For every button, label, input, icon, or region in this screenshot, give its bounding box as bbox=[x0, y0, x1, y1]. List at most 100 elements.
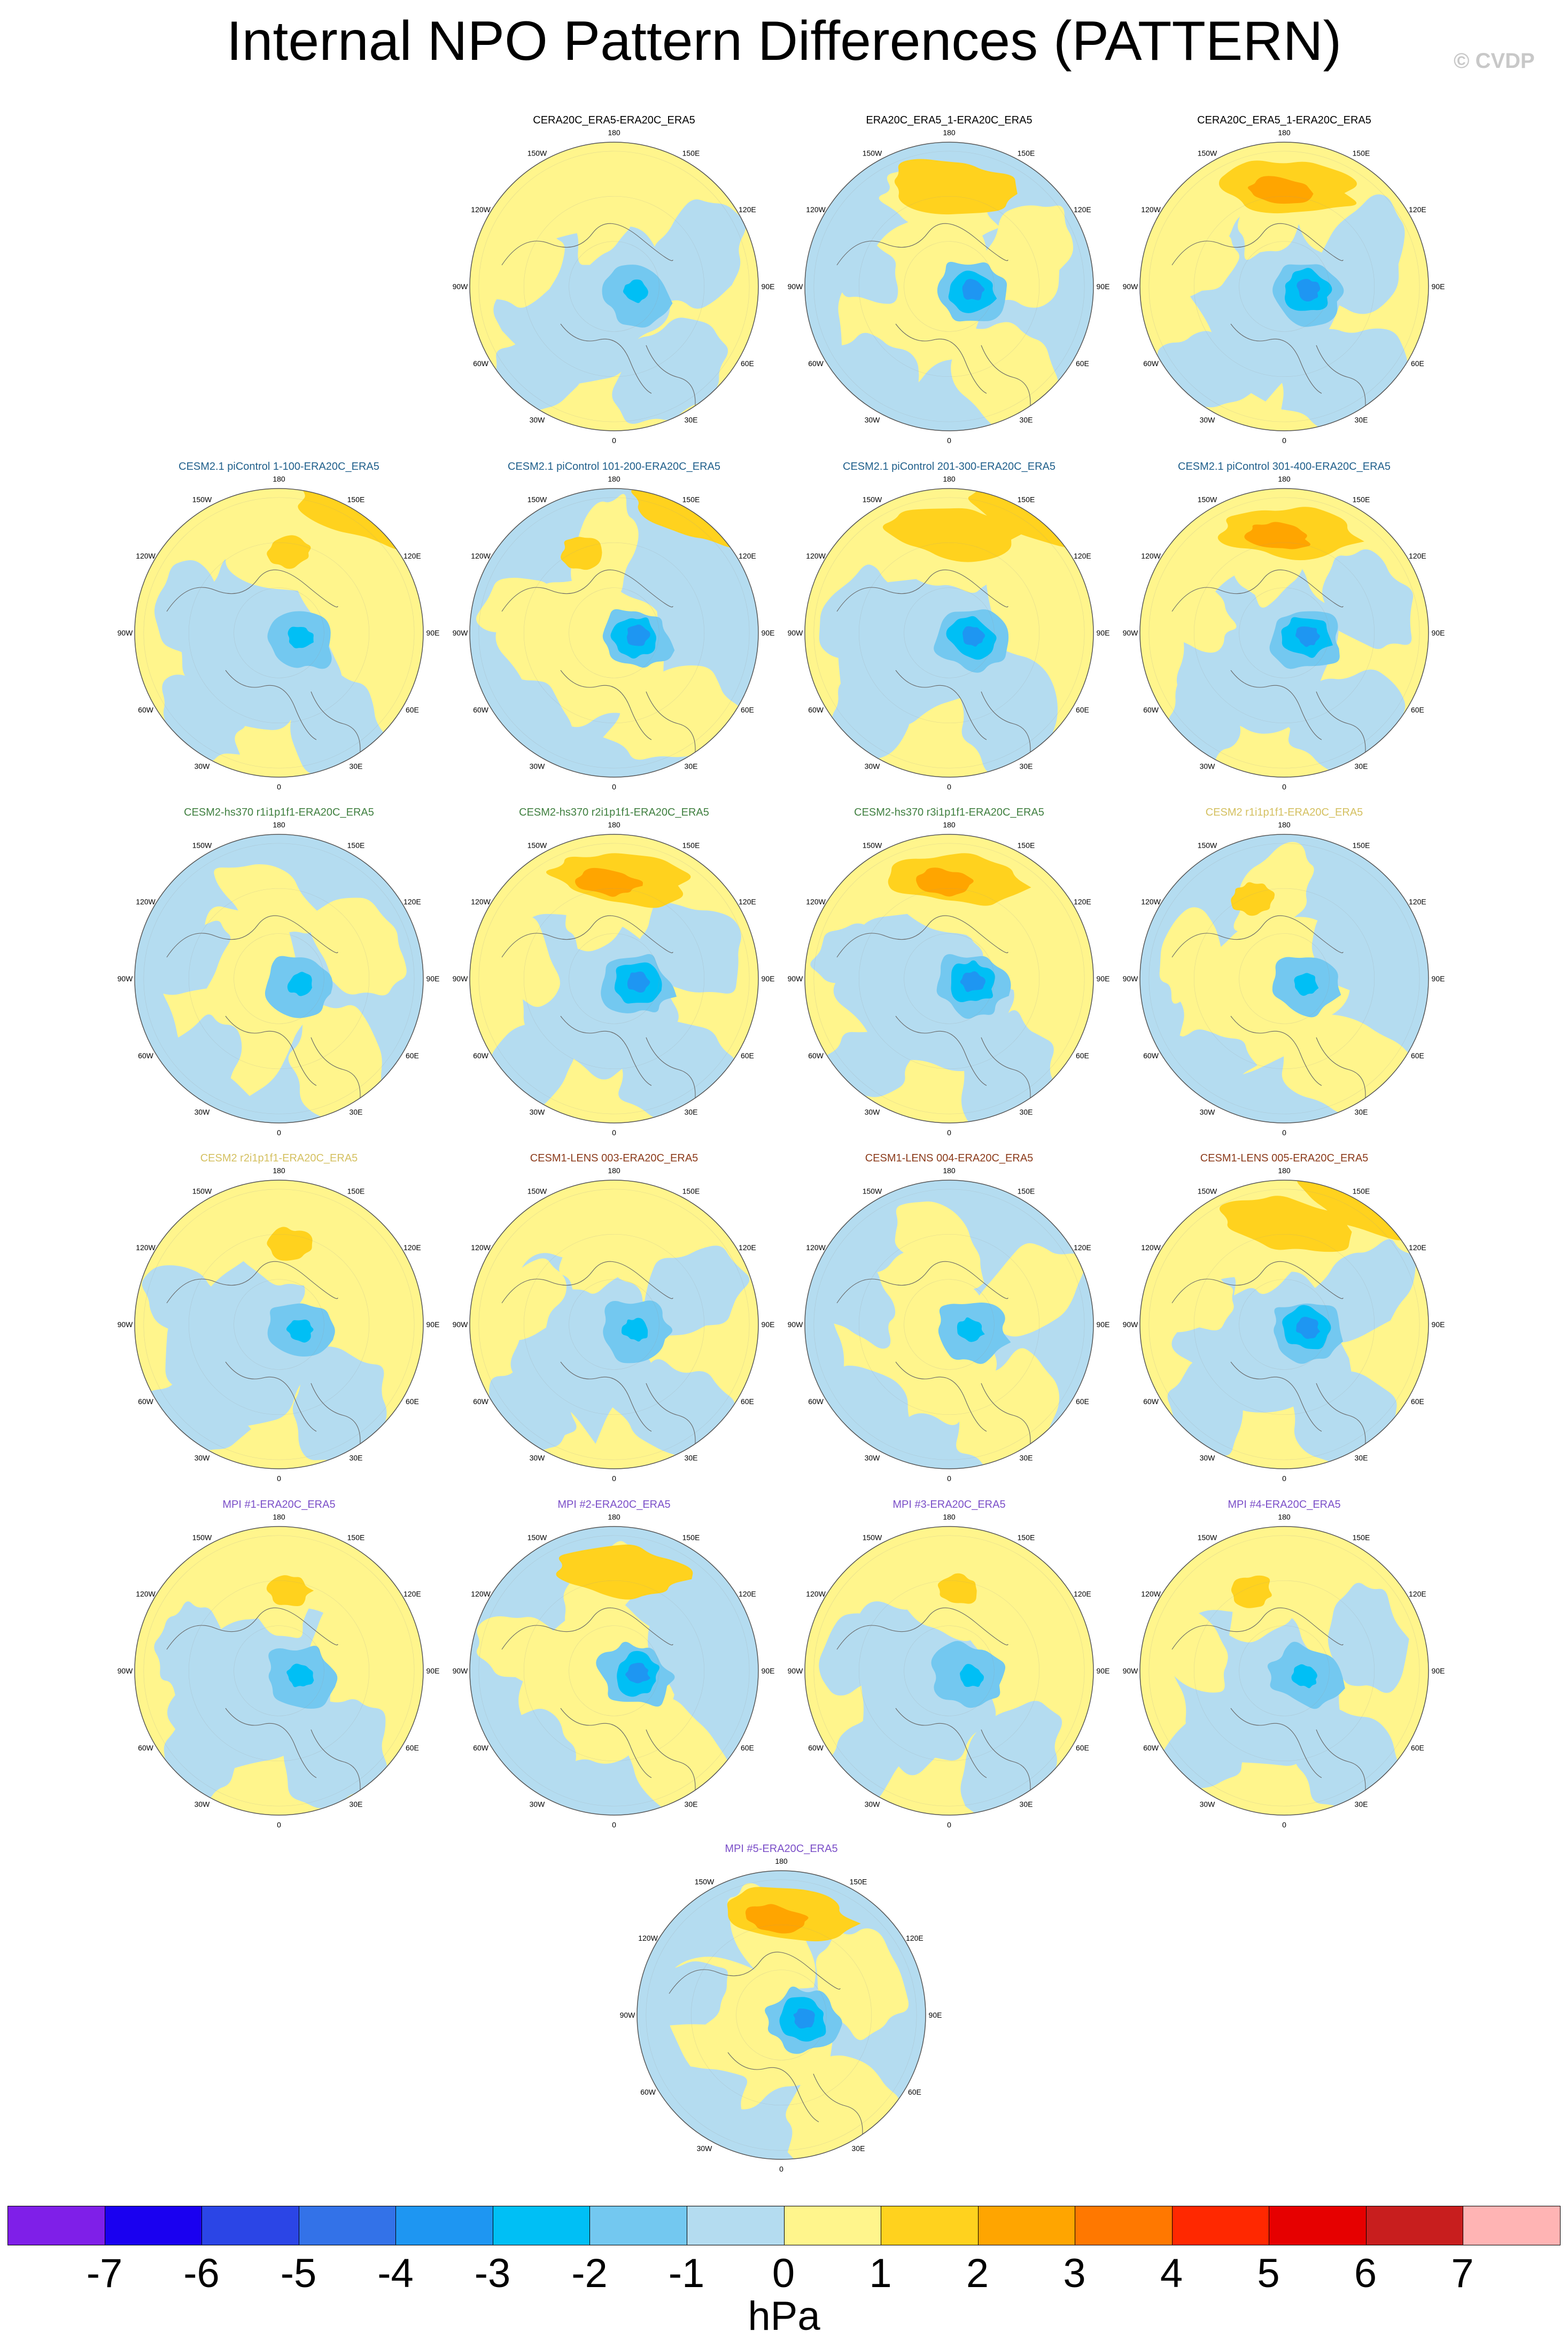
map-panel: CESM1-LENS 003-ERA20C_ERA5 180 150E 120E 90E… bbox=[448, 1152, 780, 1486]
anomaly-contour bbox=[960, 971, 985, 992]
latitude-circle bbox=[523, 1234, 705, 1415]
latitude-circle bbox=[569, 1625, 659, 1716]
map-panel: CERA20C_ERA5_1-ERA20C_ERA5 180 150E 120E 90E… bbox=[1119, 114, 1450, 448]
longitude-label: 180 bbox=[1278, 820, 1291, 829]
longitude-label: 0 bbox=[277, 782, 281, 791]
anomaly-contour bbox=[559, 1187, 649, 1294]
latitude-circle bbox=[1193, 1234, 1375, 1415]
anomaly-contour bbox=[648, 1582, 741, 1697]
latitude-circle bbox=[188, 1234, 370, 1415]
longitude-label: 30W bbox=[1200, 1800, 1216, 1808]
longitude-label: 30E bbox=[1020, 1800, 1033, 1808]
longitude-label: 0 bbox=[277, 1820, 281, 1829]
panel-title: CESM2.1 piControl 101-200-ERA20C_ERA5 bbox=[508, 461, 720, 472]
longitude-label: 30E bbox=[1355, 415, 1368, 424]
map-border bbox=[469, 1180, 759, 1469]
coastline bbox=[166, 915, 361, 1107]
polar-map: 180 150E 120E 90E 60E 30E 0 30W 60W 90W 120W 150W bbox=[118, 1166, 440, 1483]
anomaly-contour bbox=[819, 1608, 895, 1696]
anomaly-contour bbox=[648, 1961, 728, 2026]
longitude-label: 90W bbox=[118, 1320, 134, 1329]
colorbar-box bbox=[1463, 2206, 1560, 2245]
colorbar-tick-label: -3 bbox=[474, 2251, 511, 2296]
longitude-label: 180 bbox=[775, 1857, 788, 1865]
longitude-label: 30W bbox=[865, 1800, 881, 1808]
coastline bbox=[1171, 569, 1366, 762]
longitude-label: 120W bbox=[136, 1243, 156, 1252]
anomaly-contour bbox=[640, 902, 741, 994]
latitude-circle bbox=[858, 1580, 1040, 1762]
panel-title: MPI #2-ERA20C_ERA5 bbox=[557, 1499, 671, 1510]
coastline bbox=[501, 1261, 696, 1453]
anomaly-contour bbox=[1296, 1316, 1321, 1339]
longitude-label: 30W bbox=[865, 415, 881, 424]
longitude-label: 150E bbox=[682, 1187, 700, 1196]
longitude-label: 120W bbox=[471, 552, 491, 560]
colorbar-tick-label: -5 bbox=[280, 2251, 317, 2296]
longitude-label: 120E bbox=[1074, 1590, 1091, 1598]
latitude-circle bbox=[478, 1535, 750, 1807]
longitude-label: 30W bbox=[195, 1453, 211, 1462]
panel-title: CERA20C_ERA5-ERA20C_ERA5 bbox=[533, 114, 695, 126]
longitude-label: 150E bbox=[1353, 841, 1370, 850]
longitude-label: 60W bbox=[473, 359, 489, 368]
longitude-label: 30E bbox=[350, 1453, 363, 1462]
longitude-label: 60W bbox=[808, 359, 824, 368]
anomaly-contour bbox=[1231, 1575, 1272, 1608]
colorbar-box bbox=[8, 2206, 105, 2245]
longitude-label: 60W bbox=[808, 706, 824, 714]
latitude-circle bbox=[234, 1625, 324, 1716]
longitude-label: 60E bbox=[1076, 1743, 1089, 1752]
longitude-label: 150W bbox=[1198, 495, 1217, 504]
longitude-label: 180 bbox=[1278, 1513, 1291, 1521]
longitude-label: 150W bbox=[695, 1878, 715, 1886]
longitude-label: 0 bbox=[612, 1820, 616, 1829]
anomaly-contour bbox=[490, 916, 560, 1007]
longitude-label: 30E bbox=[1355, 1800, 1368, 1808]
anomaly-contour bbox=[793, 2008, 815, 2029]
anomaly-contour bbox=[572, 143, 636, 265]
latitude-circle bbox=[478, 1189, 750, 1460]
anomaly-contour bbox=[627, 971, 650, 993]
longitude-label: 0 bbox=[277, 1128, 281, 1137]
longitude-label: 60E bbox=[741, 706, 754, 714]
longitude-label: 150W bbox=[527, 495, 547, 504]
colorbar bbox=[7, 2206, 1561, 2245]
longitude-label: 120W bbox=[471, 205, 491, 214]
anomaly-contour bbox=[937, 1573, 977, 1604]
latitude-circle bbox=[858, 888, 1040, 1070]
coastline bbox=[501, 223, 696, 415]
polar-map: 180 150E 120E 90E 60E 30E 0 30W 60W 90W 120W 150W bbox=[1123, 820, 1445, 1137]
polar-map: 180 150E 120E 90E 60E 30E 0 30W 60W 90W 120W 150W bbox=[788, 128, 1110, 445]
longitude-label: 120W bbox=[806, 897, 826, 906]
anomaly-contour bbox=[162, 675, 245, 762]
anomaly-contour bbox=[603, 665, 740, 760]
latitude-circle bbox=[569, 933, 659, 1024]
longitude-label: 120E bbox=[1074, 205, 1091, 214]
anomaly-contour bbox=[816, 1928, 909, 2040]
longitude-label: 90E bbox=[762, 282, 775, 291]
longitude-label: 30W bbox=[1200, 762, 1216, 770]
longitude-label: 150W bbox=[1198, 1533, 1217, 1542]
longitude-label: 120E bbox=[1074, 897, 1091, 906]
colorbar-tick-label: 7 bbox=[1451, 2251, 1474, 2296]
coastline bbox=[166, 1607, 361, 1800]
anomaly-contour bbox=[606, 1359, 735, 1461]
longitude-label: 30E bbox=[350, 1800, 363, 1808]
anomaly-contour bbox=[962, 626, 985, 647]
panel-title: MPI #4-ERA20C_ERA5 bbox=[1228, 1499, 1341, 1510]
latitude-circle bbox=[904, 587, 995, 678]
coastline bbox=[836, 1261, 1031, 1453]
panel-title: MPI #1-ERA20C_ERA5 bbox=[222, 1499, 336, 1510]
longitude-label: 120W bbox=[1141, 205, 1161, 214]
longitude-label: 60E bbox=[1411, 1051, 1424, 1060]
latitude-circle bbox=[523, 542, 705, 724]
anomaly-contour bbox=[626, 624, 650, 646]
polar-map: 180 150E 120E 90E 60E 30E 0 30W 60W 90W 120W 150W bbox=[453, 820, 775, 1137]
longitude-label: 180 bbox=[943, 475, 956, 483]
coastline bbox=[836, 569, 1031, 762]
longitude-label: 60E bbox=[406, 1743, 419, 1752]
panel-title: CESM2.1 piControl 1-100-ERA20C_ERA5 bbox=[178, 461, 379, 472]
longitude-label: 150W bbox=[863, 1187, 882, 1196]
